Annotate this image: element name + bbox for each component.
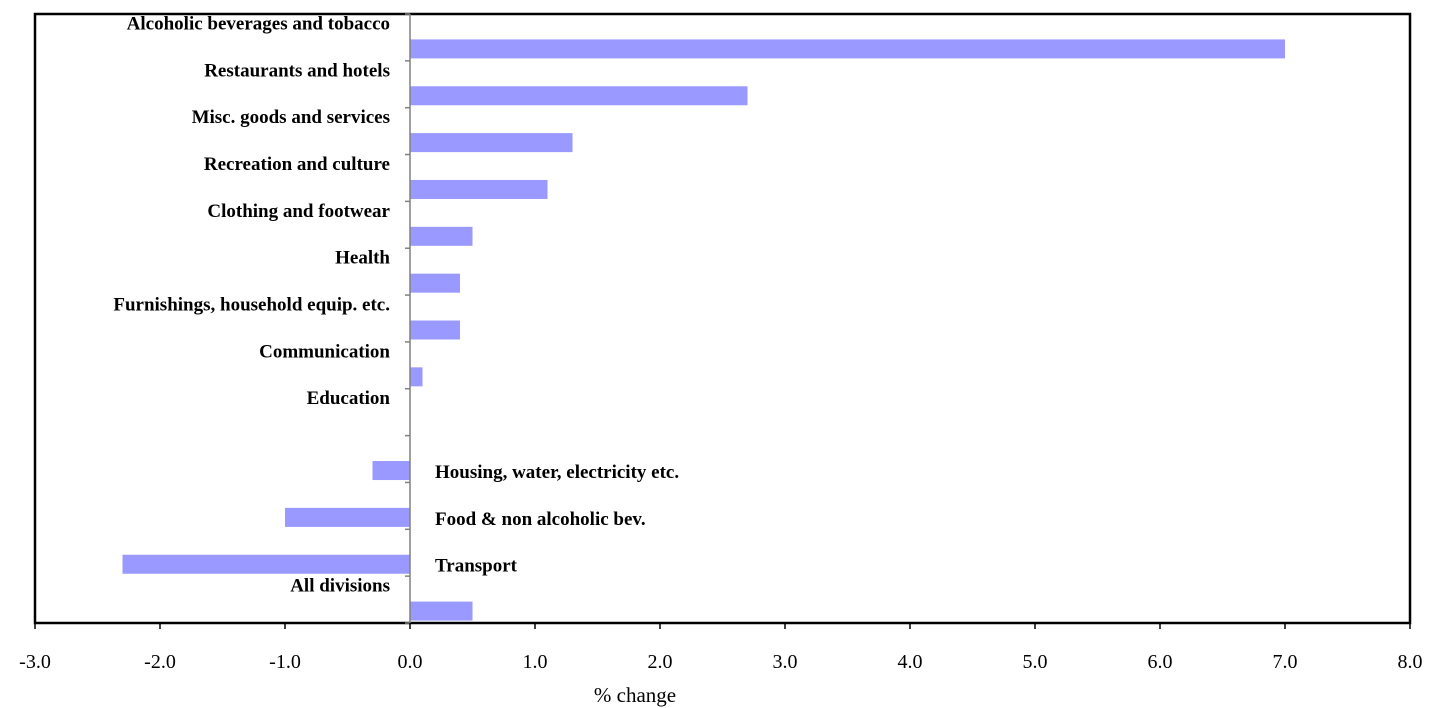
category-label: Transport [435,556,518,577]
x-tick-label: -3.0 [19,651,51,673]
x-axis-title: % change [594,683,676,707]
category-label: Misc. goods and services [192,107,390,128]
bars [122,39,1285,621]
category-label: Food & non alcoholic bev. [435,509,646,530]
bar [410,601,473,621]
x-tick-label: 7.0 [1273,651,1298,673]
category-label: Education [307,388,391,409]
x-tick-label: 6.0 [1148,651,1173,673]
x-tick-label: 4.0 [898,651,923,673]
bar [410,320,460,340]
category-label: Furnishings, household equip. etc. [113,295,390,316]
category-label: Restaurants and hotels [204,60,390,81]
category-labels: Alcoholic beverages and tobacco Restauran… [113,13,679,596]
zero-axis [405,13,411,624]
bar [372,461,410,481]
x-tick-label: 3.0 [773,651,798,673]
bar [410,367,423,387]
bar [285,507,410,527]
category-label: Alcoholic beverages and tobacco [127,13,390,34]
bar [410,273,460,293]
category-label: Housing, water, electricity etc. [435,462,679,483]
plot-area-frame [33,12,1412,625]
bar [410,226,473,246]
x-tick-label: -2.0 [144,651,176,673]
x-tick-label: 2.0 [648,651,673,673]
category-label: Communication [259,341,390,362]
category-label: All divisions [290,576,390,597]
bar [410,39,1285,59]
category-label: Clothing and footwear [207,201,390,222]
bar [410,179,548,199]
x-tick-label: 8.0 [1398,651,1423,673]
bar [122,554,410,574]
x-tick-label: 5.0 [1023,651,1048,673]
bar [410,133,573,153]
bar [410,86,748,106]
x-tick-label: -1.0 [269,651,301,673]
x-tick-label: 0.0 [398,651,423,673]
category-label: Health [335,248,390,269]
category-label: Recreation and culture [204,154,390,175]
x-axis: -3.0 -2.0 -1.0 0.0 1.0 2.0 3.0 4.0 5.0 6.0 7.0 8.0 [19,623,1423,673]
x-tick-label: 1.0 [523,651,548,673]
